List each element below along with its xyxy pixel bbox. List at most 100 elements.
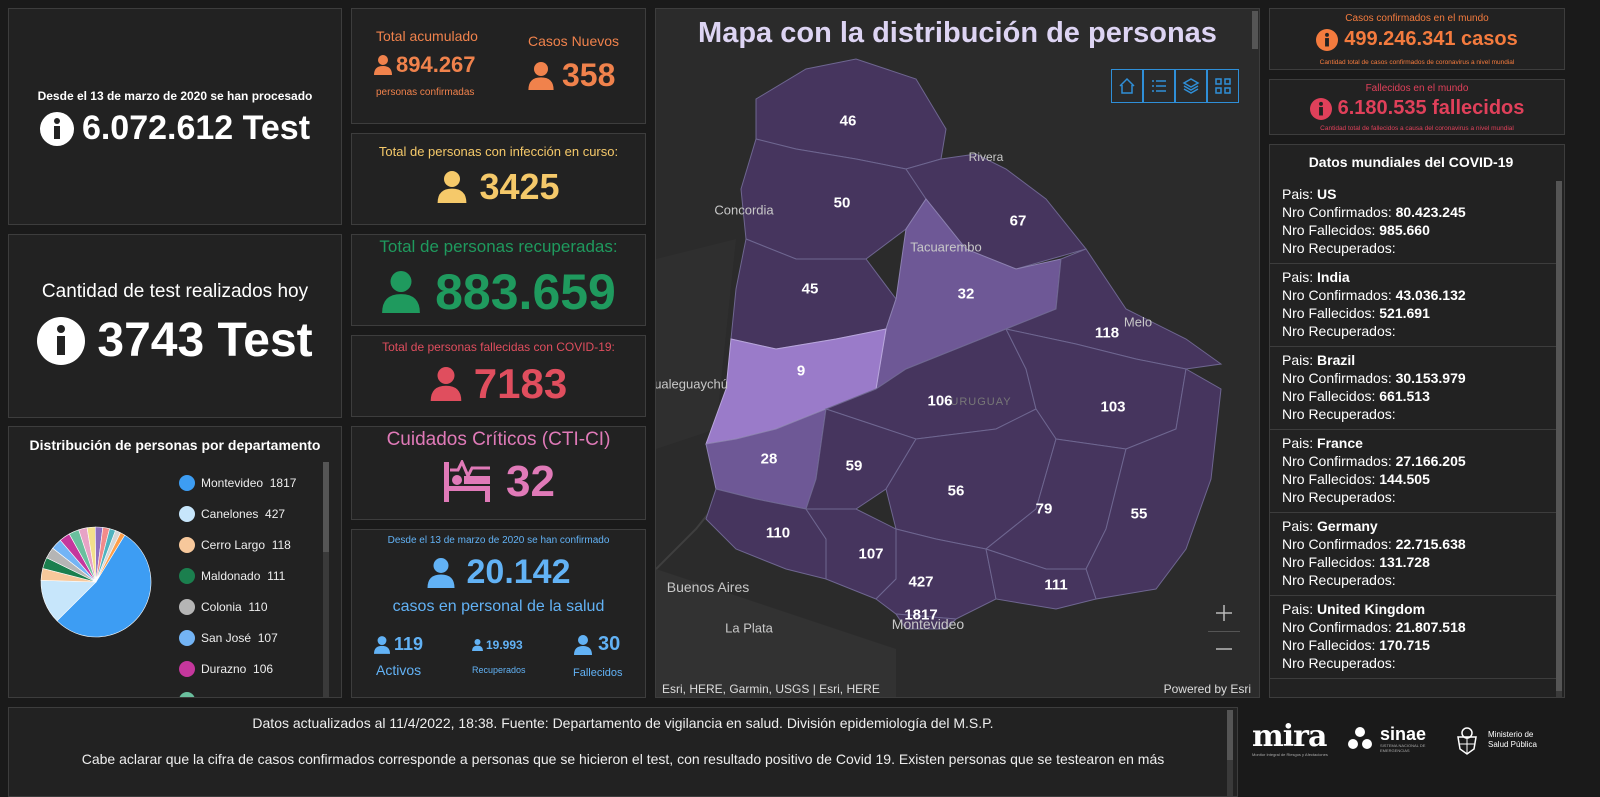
mira-logo-subtitle: Monitor Integral de Riesgos y Afectacion… — [1252, 752, 1328, 757]
person-icon — [574, 634, 592, 655]
world-data-list[interactable]: Pais: US Nro Confirmados: 80.423.245 Nro F… — [1270, 181, 1556, 679]
map-attribution[interactable]: Esri, HERE, Garmin, USGS | Esri, HERE — [662, 682, 880, 696]
pie-slice[interactable] — [95, 532, 126, 583]
legend-item-partial — [179, 692, 201, 697]
world-deaths-title: Fallecidos en el mundo — [1365, 83, 1469, 94]
person-icon — [430, 367, 462, 401]
dept-value-label: 67 — [1009, 212, 1027, 230]
dept-maldonado[interactable] — [985, 548, 1097, 610]
deceased-panel: Total de personas fallecidas con COVID-1… — [351, 335, 646, 417]
person-icon — [472, 639, 483, 651]
country-record[interactable]: Pais: Brazil Nro Confirmados: 30.153.979 N… — [1270, 347, 1556, 430]
legend-value: 111 — [267, 569, 286, 583]
country-record[interactable]: Pais: France Nro Confirmados: 27.166.205 N… — [1270, 430, 1556, 513]
country-label: Pais: — [1282, 518, 1314, 534]
city-label: Gualeguaychú — [655, 376, 728, 392]
hospital-bed-icon — [444, 460, 491, 502]
legend-item[interactable]: Maldonado 111 — [179, 568, 285, 584]
zoom-out-button[interactable] — [1208, 633, 1240, 665]
dept-value-label: 111 — [1044, 576, 1068, 594]
distribution-title: Distribución de personas por departament… — [29, 437, 321, 453]
health-staff-value: 20.142 — [466, 553, 571, 591]
confirmed-value: 43.036.132 — [1395, 287, 1466, 303]
sinae-logo-subtitle: SISTEMA NACIONAL DE EMERGENCIAS — [1380, 743, 1426, 753]
logos-panel: mira Monitor Integral de Riesgos y Afect… — [1246, 707, 1600, 797]
accumulated-panel: Total acumulado 894.267 personas confirm… — [351, 8, 646, 124]
dept-rivera[interactable] — [905, 153, 1087, 270]
legend-item[interactable]: Durazno 106 — [179, 661, 273, 677]
qr-code-icon — [1215, 78, 1231, 94]
map-powered-by[interactable]: Powered by Esri — [1163, 682, 1251, 696]
msp-logo: Ministerio de Salud Pública — [1454, 725, 1550, 755]
dept-rocha[interactable] — [1085, 368, 1222, 600]
health-staff-deceased-value: 30 — [598, 633, 621, 655]
country-label: Pais: — [1282, 601, 1314, 617]
dept-value-label: 46 — [839, 112, 857, 130]
active-title: Total de personas con infección en curso… — [378, 144, 619, 159]
sinae-icon — [1348, 727, 1372, 749]
map-title: Mapa con la distribución de personas — [698, 17, 1217, 49]
accumulated-title: Total acumulado — [376, 28, 478, 44]
distribution-panel: Distribución de personas por departament… — [8, 426, 342, 698]
zoom-in-button[interactable] — [1208, 597, 1240, 629]
layers-button[interactable] — [1175, 69, 1207, 103]
world-confirmed-subtitle: Cantidad total de casos confirmados de c… — [1319, 59, 1515, 66]
pie-slice[interactable] — [56, 534, 152, 638]
city-label: Tacuarembo — [910, 239, 982, 255]
health-staff-panel: Desde el 13 de marzo de 2020 se han conf… — [351, 529, 646, 698]
country-record[interactable]: Pais: Germany Nro Confirmados: 22.715.638… — [1270, 513, 1556, 596]
legend-item[interactable]: San José 107 — [179, 630, 278, 646]
deceased-title: Total de personas fallecidas con COVID-1… — [382, 340, 615, 354]
country-name: France — [1317, 435, 1363, 451]
world-data-scrollbar[interactable] — [1556, 181, 1562, 697]
country-name: US — [1317, 186, 1337, 202]
dept-value-label: 28 — [760, 450, 778, 468]
dept-value-label: 56 — [947, 482, 965, 500]
legend-swatch — [179, 630, 195, 646]
info-icon — [39, 111, 74, 146]
country-record[interactable]: Pais: United Kingdom Nro Confirmados: 21.… — [1270, 596, 1556, 679]
legend-item[interactable]: Canelones 427 — [179, 506, 285, 522]
uruguay-map[interactable] — [656, 9, 1260, 698]
country-label: Pais: — [1282, 186, 1314, 202]
list-icon — [1152, 80, 1166, 92]
country-record[interactable]: Pais: India Nro Confirmados: 43.036.132 Nr… — [1270, 264, 1556, 347]
country-label: URUGUAY — [950, 396, 1012, 408]
map-panel[interactable]: Mapa con la distribución de personas Con… — [655, 8, 1260, 698]
country-record[interactable]: Pais: US Nro Confirmados: 80.423.245 Nro F… — [1270, 181, 1556, 264]
legend-item[interactable]: Cerro Largo 118 — [179, 537, 291, 553]
country-name: Brazil — [1317, 352, 1356, 368]
distribution-scrollbar[interactable] — [323, 462, 329, 697]
person-icon — [528, 61, 554, 90]
confirmed-value: 21.807.518 — [1395, 619, 1466, 635]
footer-scrollbar[interactable] — [1227, 710, 1233, 796]
distribution-pie-chart[interactable] — [39, 525, 153, 639]
person-icon — [382, 271, 421, 313]
map-title-scrollbar[interactable] — [1252, 11, 1258, 49]
recovered-label: Nro Recuperados: — [1282, 572, 1396, 588]
tests-total-value: 6.072.612 Test — [81, 109, 311, 147]
accumulated-value: 894.267 — [396, 52, 476, 77]
home-button[interactable] — [1111, 69, 1143, 103]
recovered-label: Nro Recuperados: — [1282, 240, 1396, 256]
recovered-label: Nro Recuperados: — [1282, 323, 1396, 339]
legend-item[interactable]: Colonia 110 — [179, 599, 268, 615]
legend-value: 110 — [248, 600, 268, 614]
qr-button[interactable] — [1207, 69, 1239, 103]
dept-value-label: 55 — [1130, 505, 1148, 523]
recovered-label: Nro Recuperados: — [1282, 406, 1396, 422]
world-confirmed-value: 499.246.341 casos — [1344, 28, 1518, 50]
legend-swatch — [179, 599, 195, 615]
critical-value: 32 — [506, 457, 555, 506]
deaths-value: 170.715 — [1379, 637, 1430, 653]
confirmed-value: 22.715.638 — [1395, 536, 1466, 552]
legend-value: 427 — [265, 507, 286, 521]
person-icon — [438, 171, 467, 203]
legend-button[interactable] — [1143, 69, 1175, 103]
dept-value-label: 9 — [796, 362, 806, 380]
layers-icon — [1182, 78, 1200, 94]
deaths-label: Nro Fallecidos: — [1282, 305, 1376, 321]
dept-montevideo[interactable] — [895, 613, 958, 630]
person-icon — [374, 635, 390, 654]
legend-item[interactable]: Montevideo 1817 — [179, 475, 296, 491]
